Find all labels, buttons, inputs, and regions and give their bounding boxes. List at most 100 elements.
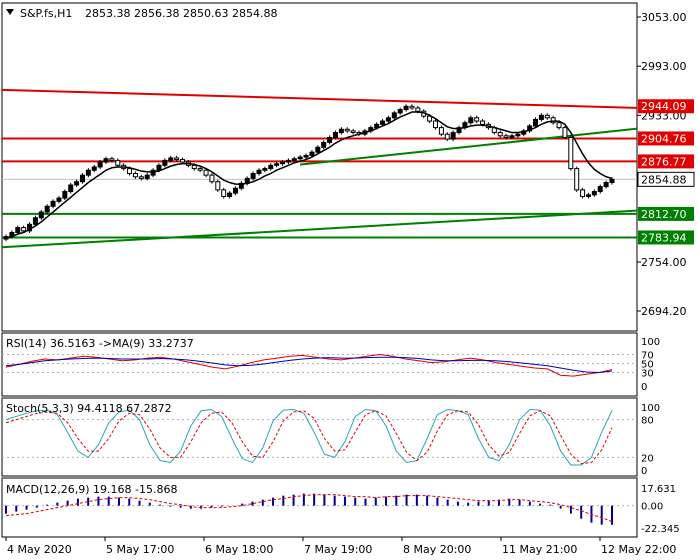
panel-frame-main: [1, 2, 638, 332]
candle: [544, 113, 550, 120]
candle-body: [550, 117, 556, 124]
candle: [256, 168, 262, 176]
price-panel[interactable]: [1, 88, 638, 249]
candle: [203, 168, 209, 178]
stoch-y-tick-label: 100: [641, 403, 660, 414]
x-tick-label: 7 May 19:00: [304, 543, 372, 556]
candle-body: [156, 164, 162, 171]
chart-header: S&P.fs,H1 2853.38 2856.38 2850.63 2854.8…: [6, 7, 277, 20]
candle-body: [574, 168, 580, 191]
resistance-price-label: 2944.09: [638, 99, 694, 114]
candle-body: [85, 169, 91, 176]
candle: [227, 191, 233, 199]
candle: [527, 123, 533, 133]
candle-body: [438, 127, 444, 135]
candle: [562, 125, 568, 140]
candle-body: [585, 194, 591, 197]
candle: [85, 168, 91, 178]
candle-body: [44, 205, 50, 213]
candle-body: [15, 227, 21, 234]
panel-frames: [1, 2, 638, 538]
candle: [91, 164, 97, 173]
macd-y-tick-label: 17.631: [641, 484, 676, 495]
candle-body: [250, 173, 256, 179]
candle: [280, 159, 286, 166]
candle-body: [138, 176, 144, 179]
stoch-title: Stoch(5,3,3) 94.4118 67.2872: [6, 402, 172, 415]
stochastic-panel[interactable]: Stoch(5,3,3) 94.4118 67.2872: [2, 402, 637, 466]
x-tick-label: 12 May 22:00: [601, 543, 676, 556]
stoch-signal-line: [5, 410, 613, 465]
candle-body: [474, 117, 480, 122]
candle-body: [468, 117, 474, 124]
rsi-panel[interactable]: RSI(14) 36.5163 ->MA(9) 33.2737: [2, 337, 637, 377]
candle-body: [533, 118, 539, 127]
candle: [174, 155, 180, 162]
candle-body: [221, 189, 227, 197]
candle-body: [109, 158, 115, 161]
candle: [609, 177, 615, 185]
candle: [285, 158, 291, 165]
candle: [274, 161, 280, 168]
candle: [79, 173, 85, 184]
support-price-label: 2783.94: [638, 230, 694, 245]
macd-panel[interactable]: MACD(12,26,9) 19.168 -15.868: [2, 483, 637, 525]
candle: [232, 186, 238, 196]
chart-menu-triangle-icon[interactable]: [6, 9, 14, 15]
candle: [497, 130, 503, 138]
candle: [574, 166, 580, 192]
candle-body: [415, 107, 421, 112]
candle-body: [168, 157, 174, 161]
candle-body: [21, 227, 27, 232]
candle: [109, 156, 115, 163]
candle: [556, 120, 562, 130]
candle: [56, 196, 62, 204]
candle-body: [391, 112, 397, 119]
y-tick-label: 3053.00: [641, 11, 687, 24]
rsi-y-tick-label: 50: [641, 360, 654, 371]
macd-signal-line: [5, 494, 613, 522]
candle-body: [374, 123, 380, 129]
candle: [315, 145, 321, 155]
candle: [62, 189, 68, 201]
candle: [585, 192, 591, 199]
rsi-y-tick-label: 30: [641, 369, 654, 380]
candle: [503, 133, 509, 140]
candle: [385, 115, 391, 124]
candle-body: [450, 132, 456, 140]
candle: [444, 132, 450, 142]
candle: [132, 171, 138, 179]
candle-body: [591, 191, 597, 196]
candle-body: [603, 182, 609, 188]
resistance-price-text: 2904.76: [641, 132, 687, 145]
candle: [97, 159, 103, 169]
stoch-y-tick-label: 80: [641, 416, 654, 427]
candle: [332, 130, 338, 140]
candle: [327, 135, 333, 145]
candle: [215, 179, 221, 192]
candle-body: [344, 128, 350, 132]
candle-body: [215, 181, 221, 191]
candle-body: [497, 132, 503, 137]
candle: [538, 113, 544, 122]
candle: [32, 215, 38, 227]
x-tick-label: 6 May 18:00: [205, 543, 273, 556]
candle: [44, 204, 50, 215]
candle-body: [309, 151, 315, 156]
candle: [591, 189, 597, 197]
candle-body: [609, 178, 615, 184]
candle-body: [480, 120, 486, 125]
candle-body: [209, 174, 215, 183]
candle: [103, 156, 109, 165]
candle-body: [256, 169, 262, 175]
axes: 3053.002993.002933.002754.002694.202944.…: [5, 11, 695, 556]
candle: [162, 158, 168, 168]
candle-body: [556, 122, 562, 129]
current-price-box: [637, 171, 695, 187]
candle: [338, 127, 344, 135]
support-trendline-lower: [1, 209, 638, 249]
candle-body: [509, 135, 515, 138]
candle: [568, 135, 574, 171]
candle: [409, 104, 415, 111]
stoch-y-tick-label: 0: [641, 466, 647, 477]
